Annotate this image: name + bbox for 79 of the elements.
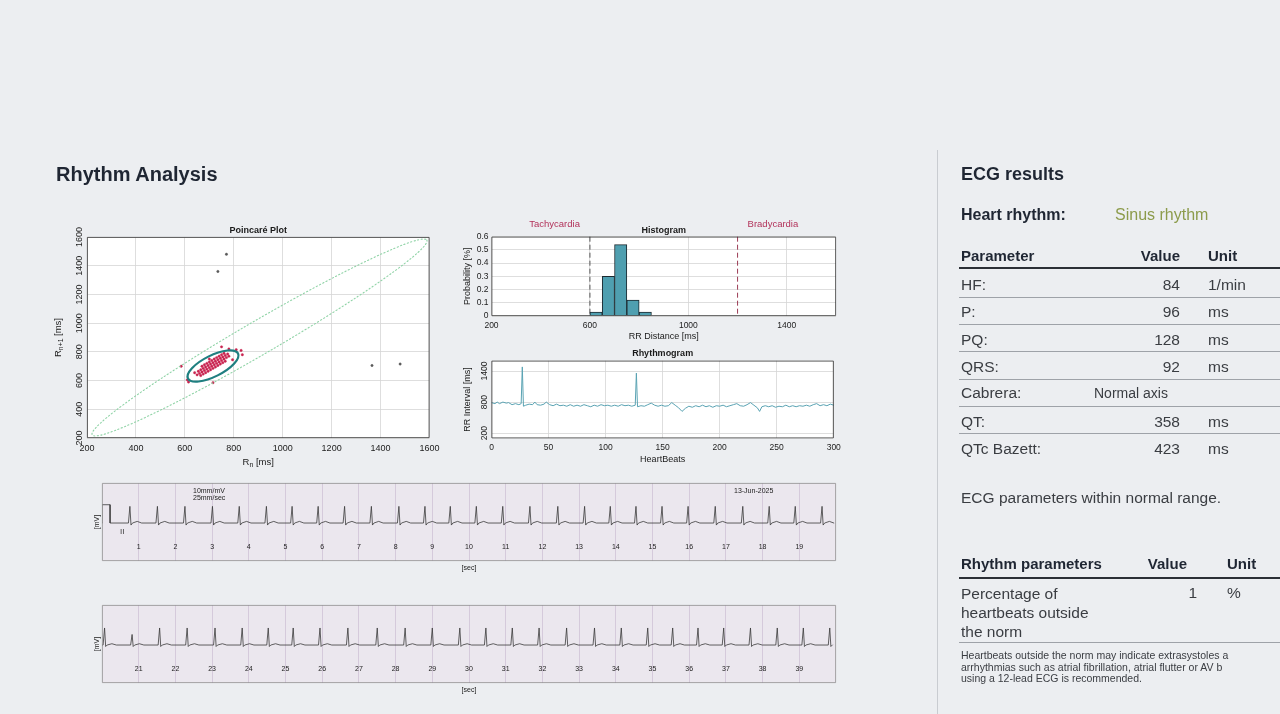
text: Heartbeats outside the norm may indicate extrasystoles a	[961, 649, 1229, 661]
x-tick-label: 1200	[321, 443, 342, 454]
text: 84	[1162, 276, 1180, 294]
y-tick-label: 0.2	[476, 283, 489, 294]
text: ms	[1208, 303, 1229, 321]
text: 128	[1154, 331, 1180, 349]
x-tick-label: 800	[226, 443, 242, 454]
text: HF:	[961, 276, 986, 294]
text: QRS:	[961, 358, 999, 376]
text: Heart rhythm:	[961, 206, 1066, 224]
text: Unit	[1208, 247, 1238, 265]
ref-line-label: Tachycardia	[529, 218, 581, 230]
text: 1	[1188, 584, 1197, 602]
text: ms	[1208, 331, 1229, 349]
y-tick-label: 200	[478, 425, 489, 441]
y-tick-label: 400	[73, 401, 84, 417]
y-tick-label: 800	[478, 394, 489, 410]
chart-title: Rhythmogram	[632, 348, 694, 359]
x-tick-label: 600	[177, 443, 193, 454]
y-tick-label: 600	[73, 373, 84, 389]
chart-title: Histogram	[641, 225, 687, 236]
x-tick-label: 150	[655, 441, 670, 452]
text: ms	[1208, 413, 1229, 431]
text: ms	[1208, 358, 1229, 376]
y-tick-label: 800	[73, 344, 84, 360]
text: Percentage of heartbeats outside the norm	[961, 583, 1090, 641]
x-tick-label: 1000	[272, 443, 293, 454]
y-tick-label: 0.1	[476, 297, 489, 308]
text: Sinus rhythm	[1115, 206, 1209, 224]
text: QTc Bazett:	[961, 440, 1042, 458]
text: 1/min	[1208, 276, 1246, 294]
y-axis-title: RR Interval [ms]	[461, 367, 472, 432]
y-tick-label: 0	[483, 310, 489, 321]
ref-line-label: Bradycardia	[747, 218, 799, 230]
x-tick-label: 1400	[370, 443, 391, 454]
y-tick-label: 1400	[478, 361, 489, 381]
x-axis-title: RR Distance [ms]	[628, 331, 699, 342]
text: ECG results	[961, 163, 1065, 186]
chart-title: Poincaré Plot	[229, 225, 288, 236]
text: Unit	[1227, 555, 1257, 573]
text: ECG parameters within normal range.	[961, 489, 1222, 507]
text: using a 12-lead ECG is recommended.	[961, 672, 1142, 684]
x-tick-label: 300	[826, 441, 842, 452]
text: 96	[1162, 303, 1180, 321]
x-tick-label: 400	[128, 443, 144, 454]
x-tick-label: 600	[582, 320, 598, 331]
x-tick-label: 50	[543, 441, 554, 452]
x-axis-title: HeartBeats	[640, 453, 686, 464]
text: PQ:	[961, 331, 988, 349]
y-tick-label: 1200	[73, 284, 84, 305]
text: Value	[1140, 247, 1180, 265]
x-tick-label: 250	[769, 441, 785, 452]
y-tick-label: 0.5	[476, 244, 489, 255]
y-tick-label: 0.3	[476, 270, 489, 281]
y-tick-label: 1400	[73, 255, 84, 276]
y-tick-label: 1600	[73, 226, 84, 248]
text: ms	[1208, 440, 1229, 458]
text: Normal axis	[1094, 384, 1168, 402]
x-tick-label: 1400	[777, 320, 797, 331]
text: 92	[1162, 358, 1180, 376]
text: Rhythm Analysis	[56, 162, 218, 187]
x-tick-label: 100	[598, 441, 613, 452]
text: 358	[1154, 413, 1180, 431]
series-label: II	[120, 527, 125, 537]
text: Value	[1147, 555, 1187, 573]
text: P:	[961, 303, 976, 321]
text: arrhythmias such as atrial fibrillation, atrial flutter or AV b	[961, 661, 1223, 673]
y-tick-label: 0.6	[476, 231, 489, 242]
y-tick-label: 0.4	[476, 257, 489, 268]
x-tick-label: 1000	[678, 320, 699, 331]
x-tick-label: 1600	[419, 443, 440, 454]
text: Rhythm parameters	[961, 555, 1102, 573]
text: QT:	[961, 413, 986, 431]
text: Cabrera:	[961, 384, 1022, 402]
text: Parameter	[961, 247, 1035, 265]
text: 423	[1154, 440, 1180, 458]
x-tick-label: 200	[712, 441, 728, 452]
y-axis-title: Probability [%]	[461, 247, 472, 306]
text: %	[1227, 584, 1241, 602]
